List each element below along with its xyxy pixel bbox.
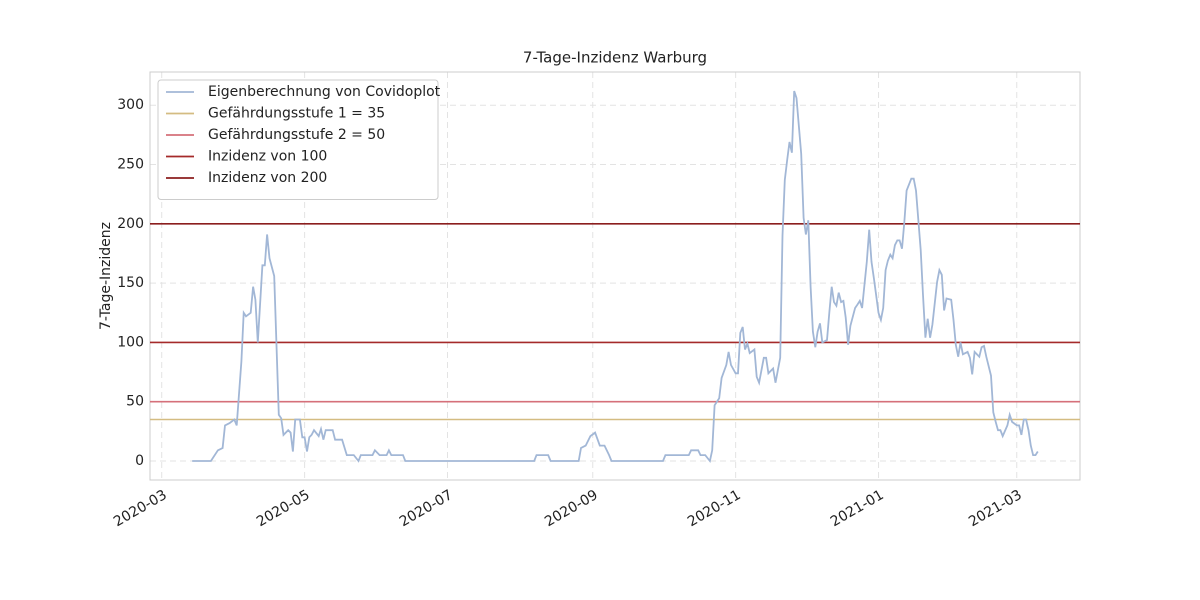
legend-label: Inzidenz von 100 (208, 149, 327, 165)
legend-label: Inzidenz von 200 (208, 170, 327, 186)
plot-frame (149, 71, 1081, 481)
y-tick-label: 150 (117, 275, 144, 291)
legend-label: Gefährdungsstufe 1 = 35 (208, 106, 385, 122)
y-axis-label: 7-Tage-Inzidenz (98, 222, 114, 330)
y-tick-label: 0 (135, 453, 144, 469)
legend-label: Eigenberechnung von Covidoplot (208, 84, 441, 100)
y-tick-label: 200 (117, 216, 144, 232)
y-tick-label: 100 (117, 334, 144, 350)
data-line (192, 90, 1039, 464)
y-tick-label: 250 (117, 157, 144, 173)
chart-title: 7-Tage-Inzidenz Warburg (523, 49, 707, 67)
x-tick-label: 2021-01 (828, 487, 887, 530)
x-tick-label: 2020-05 (254, 487, 313, 530)
x-tick-label: 2020-11 (685, 487, 744, 530)
x-tick-label: 2020-07 (397, 487, 456, 530)
x-tick-label: 2020-03 (111, 487, 170, 530)
legend-label: Gefährdungsstufe 2 = 50 (208, 127, 385, 143)
x-tick-label: 2020-09 (542, 487, 601, 530)
legend-box (157, 79, 439, 200)
x-tick-label: 2021-03 (966, 487, 1025, 530)
y-tick-label: 50 (126, 394, 144, 410)
y-tick-label: 300 (117, 97, 144, 113)
